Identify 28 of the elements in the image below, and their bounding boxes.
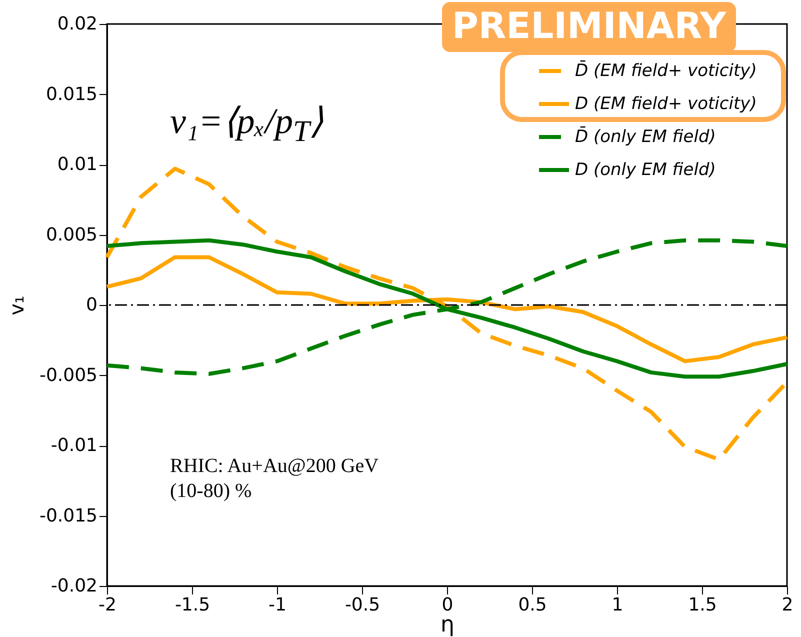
annotation: v₁=⟨pₓ/p$_{T}$⟩: [170, 100, 324, 150]
x-tick-label: -1.5: [174, 594, 210, 616]
x-tick-label: 1: [612, 594, 624, 616]
x-tick-label: 2: [782, 594, 794, 616]
y-tick-label: 0.02: [57, 14, 98, 34]
legend-label: D̄ (only EM field): [575, 126, 716, 147]
y-tick-label: 0.015: [46, 84, 98, 105]
x-tick-label: -0.5: [344, 594, 380, 616]
legend-label: D (EM field+ voticity): [575, 94, 757, 114]
x-axis-title: η: [440, 612, 454, 637]
x-tick-label: -1: [268, 594, 286, 616]
x-tick-label: 0.5: [518, 594, 547, 616]
y-tick-label: -0.01: [50, 435, 98, 456]
y-tick-label: 0.005: [46, 224, 98, 246]
y-tick-label: -0.02: [50, 576, 98, 596]
y-tick-label: -0.005: [39, 364, 98, 386]
y-tick-label: 0.01: [57, 154, 98, 175]
annotation: PRELIMINARY: [442, 2, 736, 52]
annotation: RHIC: Au+Au@200 GeV: [170, 455, 379, 478]
annotation: (10-80) %: [170, 480, 252, 503]
y-tick-label: -0.015: [39, 505, 98, 526]
y-tick-label: 0: [86, 294, 98, 316]
legend-label: D̄ (EM field+ voticity): [575, 60, 757, 81]
x-tick-label: 0: [442, 594, 454, 616]
y-axis-title: v₁: [4, 296, 28, 316]
legend-label: D (only EM field): [575, 160, 716, 180]
x-tick-label: 1.5: [688, 594, 717, 616]
x-tick-label: -2: [98, 594, 116, 616]
